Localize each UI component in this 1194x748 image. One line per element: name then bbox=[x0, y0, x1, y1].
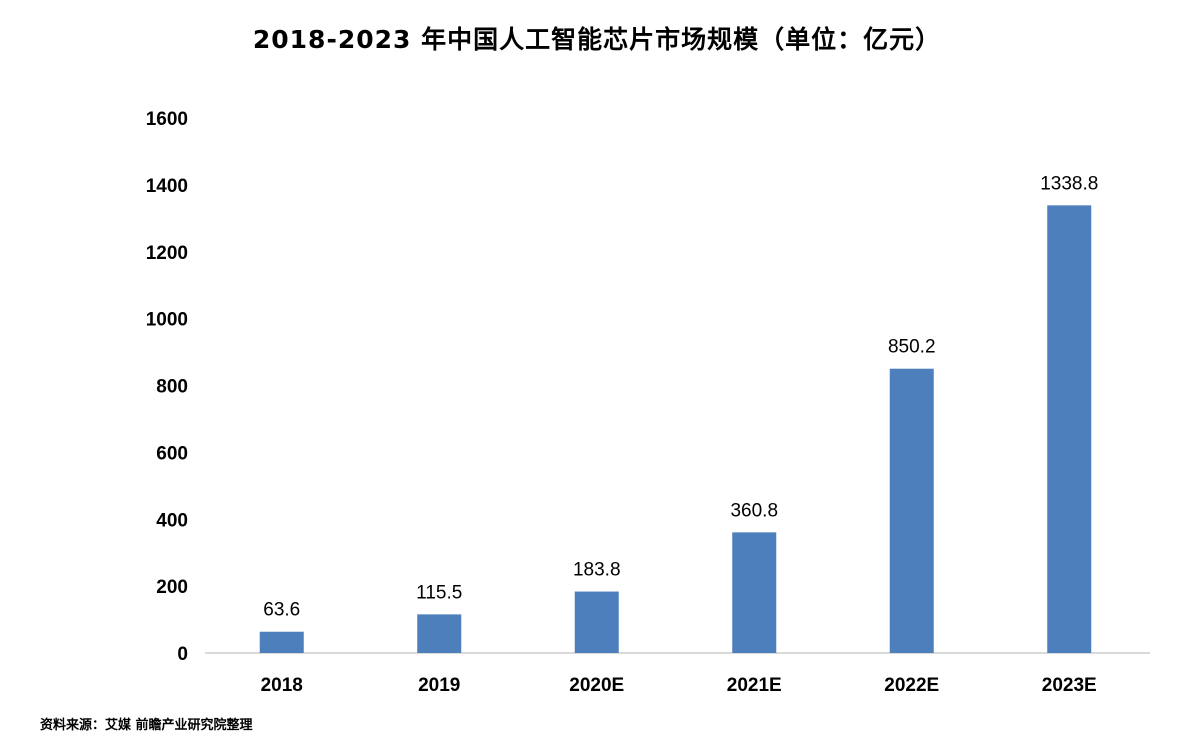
data-label-2022E: 850.2 bbox=[888, 337, 936, 358]
data-label-2020E: 183.8 bbox=[573, 560, 621, 581]
bar-2021E bbox=[732, 532, 777, 653]
data-labels: 63.6 115.5 183.8 360.8 850.2 1338.8 bbox=[263, 173, 1098, 620]
x-tick-label: 2022E bbox=[884, 675, 939, 696]
y-tick-label: 800 bbox=[156, 377, 188, 398]
data-label-2023E: 1338.8 bbox=[1040, 173, 1098, 194]
y-tick-label: 1600 bbox=[146, 109, 188, 130]
y-tick-label: 1200 bbox=[146, 243, 188, 264]
x-tick-label: 2023E bbox=[1042, 675, 1097, 696]
data-label-2021E: 360.8 bbox=[730, 500, 778, 521]
x-axis-ticks: 2018 2019 2020E 2021E 2022E 2023E bbox=[261, 675, 1097, 696]
x-tick-label: 2019 bbox=[418, 675, 460, 696]
y-tick-label: 0 bbox=[177, 644, 188, 665]
y-tick-label: 200 bbox=[156, 577, 188, 598]
bar-2022E bbox=[889, 368, 934, 653]
chart-title: 2018-2023 年中国人工智能芯片市场规模（单位：亿元） bbox=[252, 25, 942, 54]
source-note: 资料来源：艾媒 前瞻产业研究院整理 bbox=[40, 718, 253, 733]
y-tick-label: 1400 bbox=[146, 176, 188, 197]
bar-2020E bbox=[574, 591, 619, 653]
y-tick-label: 600 bbox=[156, 443, 188, 464]
x-tick-label: 2020E bbox=[569, 675, 624, 696]
bar-2019 bbox=[417, 614, 462, 653]
bar-2018 bbox=[259, 631, 304, 653]
data-label-2018: 63.6 bbox=[263, 600, 300, 621]
bars bbox=[259, 205, 1092, 653]
y-tick-label: 400 bbox=[156, 510, 188, 531]
data-label-2019: 115.5 bbox=[416, 582, 462, 603]
x-tick-label: 2018 bbox=[261, 675, 303, 696]
y-axis-ticks: 0 200 400 600 800 1000 1200 1400 1600 bbox=[146, 109, 188, 665]
x-tick-label: 2021E bbox=[727, 675, 782, 696]
y-tick-label: 1000 bbox=[146, 310, 188, 331]
bar-2023E bbox=[1047, 205, 1092, 653]
